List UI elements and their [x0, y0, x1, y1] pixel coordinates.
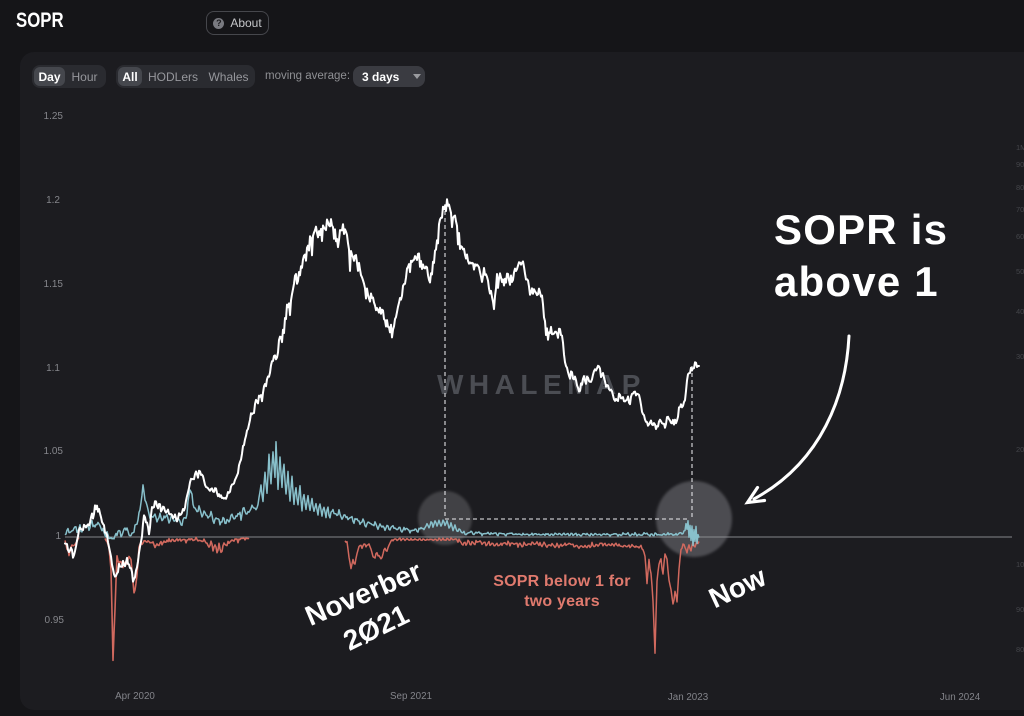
svg-text:1.2: 1.2 — [46, 195, 60, 206]
svg-text:1.25: 1.25 — [44, 111, 64, 122]
svg-text:1M: 1M — [1016, 143, 1024, 152]
svg-text:200: 200 — [1016, 445, 1024, 454]
svg-text:Sep 2021: Sep 2021 — [390, 691, 432, 702]
svg-text:1.1: 1.1 — [46, 363, 60, 374]
svg-text:300: 300 — [1016, 352, 1024, 361]
svg-text:1.15: 1.15 — [44, 279, 64, 290]
svg-text:80: 80 — [1016, 645, 1024, 654]
svg-text:400: 400 — [1016, 307, 1024, 316]
svg-text:900: 900 — [1016, 160, 1024, 169]
svg-text:90: 90 — [1016, 605, 1024, 614]
svg-text:Jan 2023: Jan 2023 — [668, 692, 709, 703]
svg-text:WHALEMAP: WHALEMAP — [437, 369, 646, 400]
svg-text:1: 1 — [55, 531, 61, 542]
svg-text:700: 700 — [1016, 205, 1024, 214]
svg-text:1.05: 1.05 — [44, 446, 64, 457]
svg-text:500: 500 — [1016, 267, 1024, 276]
svg-text:Jun 2024: Jun 2024 — [940, 692, 981, 703]
svg-text:0.95: 0.95 — [45, 615, 65, 626]
svg-text:100: 100 — [1016, 560, 1024, 569]
svg-text:800: 800 — [1016, 183, 1024, 192]
svg-text:Apr 2020: Apr 2020 — [115, 691, 155, 702]
svg-text:600: 600 — [1016, 232, 1024, 241]
